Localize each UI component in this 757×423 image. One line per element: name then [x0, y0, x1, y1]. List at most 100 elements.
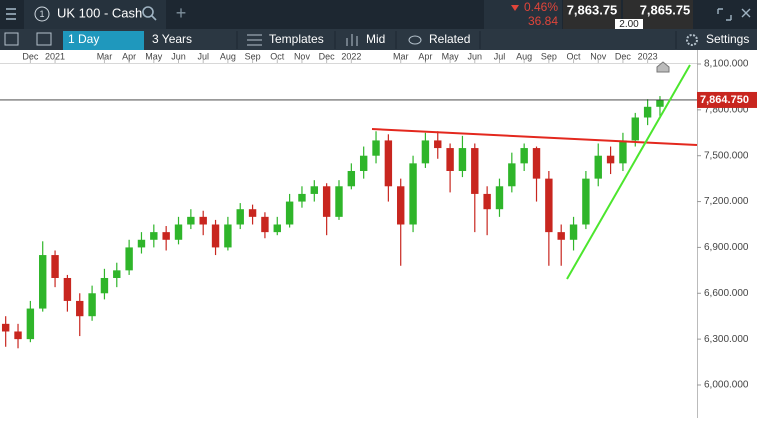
candle-body [150, 232, 158, 240]
candle-body [211, 224, 220, 248]
templates-button[interactable]: Templates [269, 32, 324, 46]
candle-body [594, 155, 602, 179]
related-button[interactable]: Related [429, 32, 470, 46]
candle-body [520, 148, 528, 164]
change-points: 36.84 [528, 14, 558, 28]
price-icon [346, 34, 358, 46]
support-trendline[interactable] [566, 64, 691, 280]
candle-body [76, 300, 84, 317]
instrument-tab[interactable] [24, 0, 166, 29]
settings-button[interactable]: Settings [706, 32, 749, 46]
candle-body [495, 186, 504, 210]
candle-body [532, 148, 541, 179]
settings-icon [686, 34, 698, 46]
search-icon[interactable] [142, 6, 154, 18]
x-tick-label: 2023 [638, 51, 658, 61]
candle-body [137, 239, 146, 248]
candle-body [322, 186, 331, 217]
candle-body [298, 193, 306, 202]
candle-body [643, 106, 652, 118]
sell-button[interactable] [563, 0, 621, 29]
y-tick-label: 7,500.000 [704, 150, 749, 161]
add-tab[interactable]: + [176, 3, 187, 23]
buy-price: 7,865.75 [640, 2, 691, 17]
candle-body [606, 155, 615, 164]
alert-marker[interactable] [656, 61, 670, 73]
y-tick-label: 8,100.000 [704, 59, 749, 70]
candle-body [434, 140, 442, 149]
x-tick-label: Apr [418, 51, 432, 61]
x-tick-label: Dec [615, 51, 632, 61]
x-tick-label: Oct [567, 51, 582, 61]
interval-label: 1 Day [68, 32, 99, 46]
grid-icon[interactable] [36, 32, 52, 46]
candle-body [372, 140, 380, 156]
candle-body [508, 163, 516, 187]
x-tick-label: May [145, 51, 163, 61]
range-label[interactable]: 3 Years [152, 32, 192, 46]
interval-button[interactable] [63, 31, 144, 50]
candle-body [359, 155, 368, 171]
x-tick-label: Oct [270, 51, 285, 61]
candle-body [335, 186, 343, 217]
y-tick-label: 6,300.000 [704, 334, 749, 345]
sell-price: 7,863.75 [567, 2, 618, 17]
candle-body [113, 270, 121, 278]
candle-body [51, 255, 59, 278]
x-tick-label: Dec [319, 51, 336, 61]
tab-icon [34, 6, 50, 22]
templates-icon [247, 34, 262, 46]
toolbar [0, 29, 757, 50]
candle-body [384, 140, 393, 187]
spread-box [615, 19, 643, 29]
tab-icon-number: 1 [39, 9, 44, 19]
candle-body [125, 247, 133, 271]
candle-body [187, 216, 195, 225]
down-arrow [511, 5, 519, 11]
change-percent: 0.46% [524, 0, 558, 14]
x-tick-label: Dec [22, 51, 39, 61]
x-tick-label: Mar [97, 51, 113, 61]
candle-body [248, 209, 257, 217]
candle-body [14, 331, 22, 340]
x-tick-label: 2021 [45, 51, 65, 61]
y-tick-label: 7,800.000 [704, 104, 749, 115]
price-type-button[interactable]: Mid [366, 32, 385, 46]
menu-icon[interactable] [6, 8, 16, 20]
x-tick-label: Aug [516, 51, 532, 61]
y-tick-label: 6,600.000 [704, 288, 749, 299]
x-tick-label: Jun [171, 51, 186, 61]
candle-body [63, 277, 72, 301]
candle-body [557, 232, 565, 240]
candle-body [619, 140, 627, 164]
candle-body [100, 277, 109, 294]
search-icon-handle [151, 15, 157, 21]
change-box [484, 0, 562, 29]
candle-body [347, 170, 356, 187]
candle-body [421, 140, 430, 164]
last-price-label: 7,864.750 [700, 94, 749, 106]
instrument-name: UK 100 - Cash [57, 5, 142, 20]
x-tick-label: May [442, 51, 460, 61]
candle-body [224, 224, 232, 248]
window-icons[interactable] [717, 8, 751, 21]
candle-body [458, 148, 467, 171]
resistance-trendline[interactable] [371, 128, 698, 146]
candle-body [199, 216, 207, 225]
candle-body [39, 255, 47, 309]
candle-body [397, 186, 405, 225]
x-tick-label: Nov [590, 51, 607, 61]
related-icon [408, 35, 422, 45]
candle-body [236, 209, 244, 225]
x-tick-label: Mar [393, 51, 409, 61]
layout-icon[interactable] [4, 32, 19, 46]
x-tick-label: Sep [541, 51, 557, 61]
x-tick-label: Nov [294, 51, 311, 61]
y-tick-label: 7,200.000 [704, 196, 749, 207]
last-price-box [697, 91, 757, 108]
candle-body [582, 178, 590, 225]
y-tick-label: 6,900.000 [704, 242, 749, 253]
x-tick-label: Jul [197, 51, 209, 61]
x-tick-label: Jun [468, 51, 483, 61]
